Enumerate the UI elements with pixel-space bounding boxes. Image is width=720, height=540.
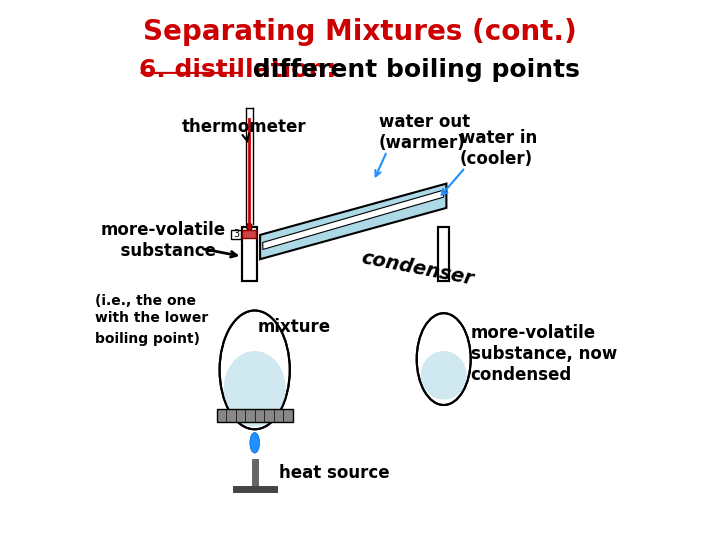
Text: condenser: condenser [360, 249, 476, 289]
Polygon shape [242, 227, 257, 281]
Text: more-volatile
substance, now
condensed: more-volatile substance, now condensed [471, 324, 617, 383]
Text: 3: 3 [233, 230, 240, 239]
Text: thermometer: thermometer [181, 118, 307, 141]
Ellipse shape [417, 313, 471, 405]
Ellipse shape [250, 433, 260, 453]
FancyBboxPatch shape [232, 230, 241, 239]
Ellipse shape [220, 310, 289, 429]
FancyBboxPatch shape [217, 409, 292, 422]
Text: more-volatile
  substance: more-volatile substance [100, 221, 225, 260]
Polygon shape [438, 227, 449, 281]
Polygon shape [242, 230, 256, 238]
Text: boiling point): boiling point) [95, 332, 200, 346]
Text: 6. distillation:: 6. distillation: [138, 58, 336, 82]
Ellipse shape [224, 351, 286, 427]
Polygon shape [260, 184, 446, 259]
Text: mixture: mixture [258, 318, 330, 336]
Ellipse shape [420, 351, 467, 400]
Text: water in
(cooler): water in (cooler) [460, 129, 537, 168]
Text: water out
(warmer): water out (warmer) [379, 113, 470, 152]
Text: different boiling points: different boiling points [244, 58, 580, 82]
Text: Separating Mixtures (cont.): Separating Mixtures (cont.) [143, 18, 577, 46]
Ellipse shape [246, 223, 252, 231]
Text: heat source: heat source [279, 463, 390, 482]
Polygon shape [263, 190, 444, 249]
Text: (i.e., the one
with the lower: (i.e., the one with the lower [95, 294, 209, 325]
